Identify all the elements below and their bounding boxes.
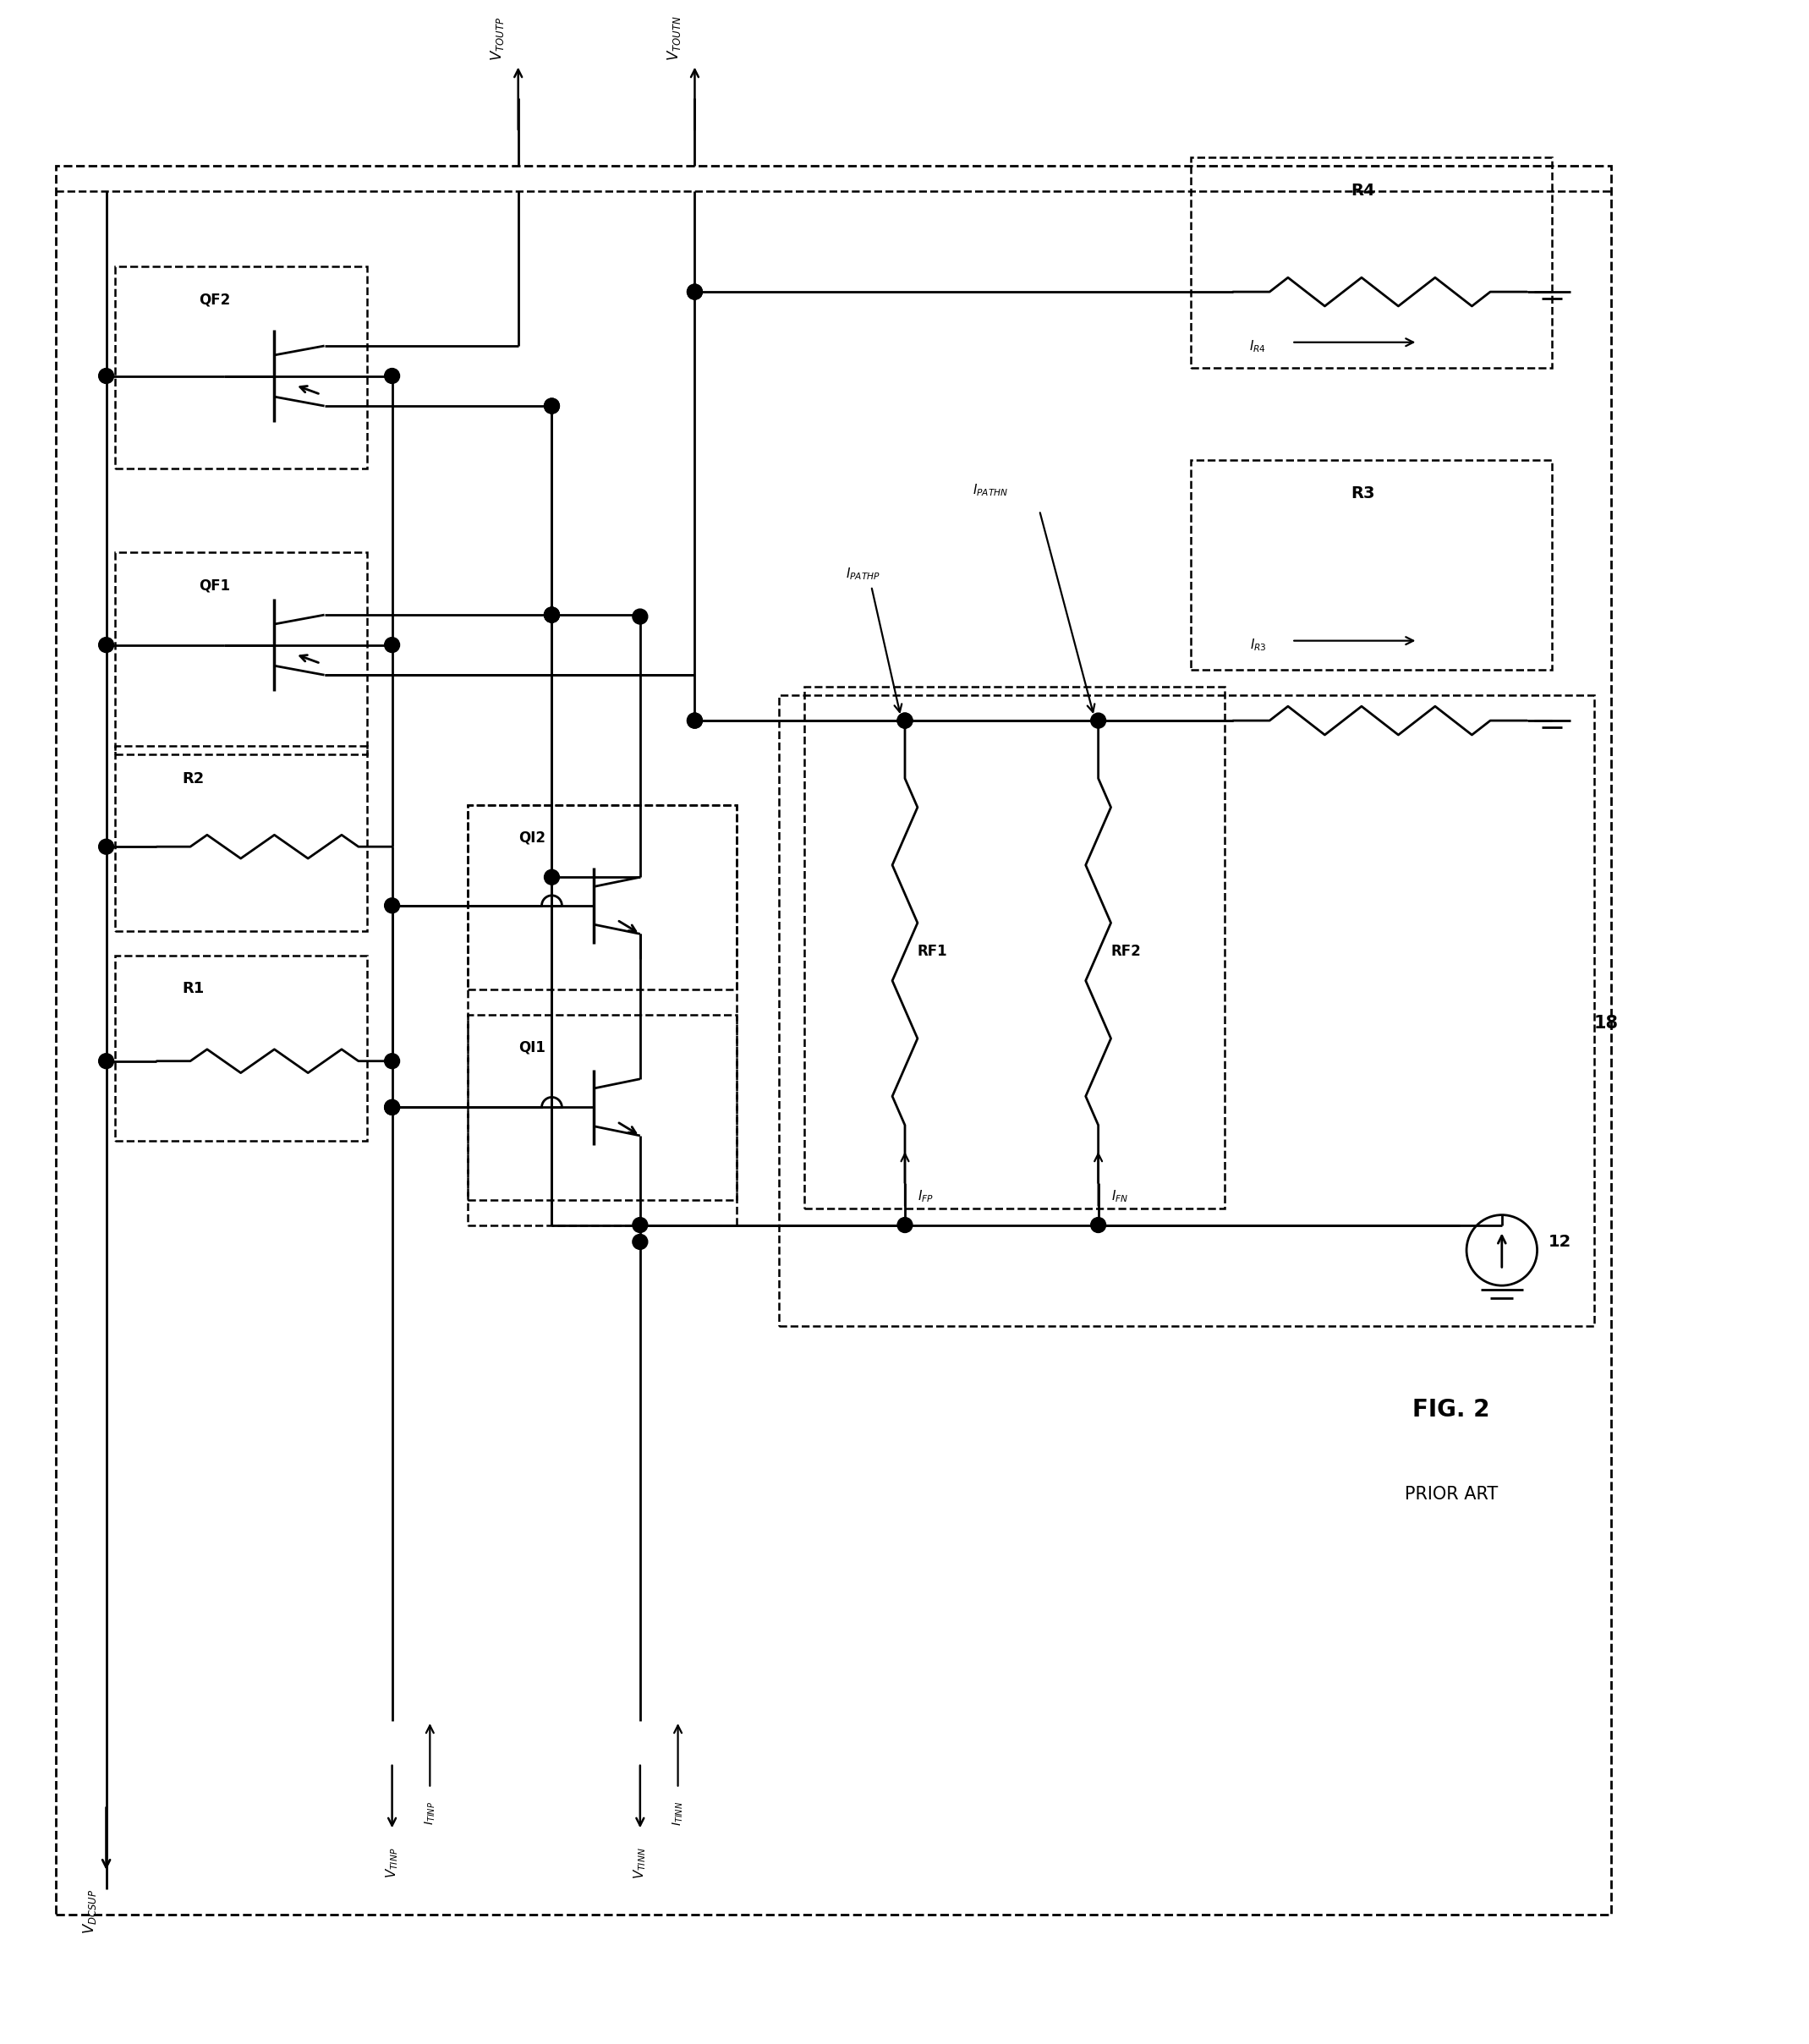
Circle shape: [545, 399, 559, 413]
Circle shape: [545, 607, 559, 623]
Text: $V_{TOUTN}$: $V_{TOUTN}$: [666, 14, 682, 61]
Text: $V_{DCSUP}$: $V_{DCSUP}$: [81, 1889, 98, 1934]
Text: QF2: QF2: [199, 292, 230, 307]
Text: RF1: RF1: [917, 944, 948, 959]
Text: $I_{FP}$: $I_{FP}$: [917, 1188, 933, 1204]
Circle shape: [385, 368, 400, 384]
Circle shape: [687, 713, 702, 728]
Circle shape: [99, 840, 114, 854]
Text: $V_{TINP}$: $V_{TINP}$: [384, 1848, 400, 1878]
Circle shape: [1091, 713, 1105, 728]
Text: FIG. 2: FIG. 2: [1413, 1398, 1491, 1423]
Text: $I_{R3}$: $I_{R3}$: [1250, 638, 1266, 652]
Circle shape: [385, 1100, 400, 1114]
Circle shape: [687, 284, 702, 298]
Text: QI2: QI2: [517, 830, 545, 844]
Text: R3: R3: [1351, 484, 1375, 501]
Circle shape: [545, 399, 559, 413]
Circle shape: [385, 1053, 400, 1069]
Circle shape: [99, 368, 114, 384]
Text: PRIOR ART: PRIOR ART: [1406, 1486, 1498, 1502]
Circle shape: [897, 713, 912, 728]
Circle shape: [385, 897, 400, 914]
Text: $V_{TINN}$: $V_{TINN}$: [631, 1848, 648, 1878]
Text: QF1: QF1: [199, 578, 230, 593]
Circle shape: [687, 284, 702, 298]
Text: $I_{FN}$: $I_{FN}$: [1111, 1188, 1129, 1204]
Circle shape: [545, 869, 559, 885]
Text: $I_{PATHP}$: $I_{PATHP}$: [847, 566, 881, 583]
Circle shape: [897, 713, 912, 728]
Text: RF2: RF2: [1111, 944, 1141, 959]
Circle shape: [633, 1218, 648, 1233]
Text: QI1: QI1: [517, 1040, 545, 1055]
Circle shape: [99, 1053, 114, 1069]
Text: R1: R1: [183, 981, 204, 995]
Text: 12: 12: [1549, 1235, 1572, 1249]
Text: $I_{TINN}$: $I_{TINN}$: [671, 1801, 686, 1825]
Circle shape: [545, 607, 559, 623]
Circle shape: [545, 607, 559, 623]
Text: $I_{R4}$: $I_{R4}$: [1250, 339, 1266, 354]
Circle shape: [897, 1218, 912, 1233]
Circle shape: [1091, 1218, 1105, 1233]
Text: R4: R4: [1351, 182, 1375, 198]
Text: $I_{TINP}$: $I_{TINP}$: [423, 1801, 436, 1825]
Circle shape: [99, 638, 114, 652]
Circle shape: [687, 713, 702, 728]
Circle shape: [385, 1100, 400, 1114]
Circle shape: [633, 609, 648, 623]
Text: 18: 18: [1594, 1014, 1619, 1032]
Text: R2: R2: [183, 771, 204, 787]
Circle shape: [633, 1235, 648, 1249]
Text: $V_{TOUTP}$: $V_{TOUTP}$: [488, 16, 505, 61]
Circle shape: [385, 638, 400, 652]
Text: $I_{PATHN}$: $I_{PATHN}$: [971, 482, 1008, 499]
